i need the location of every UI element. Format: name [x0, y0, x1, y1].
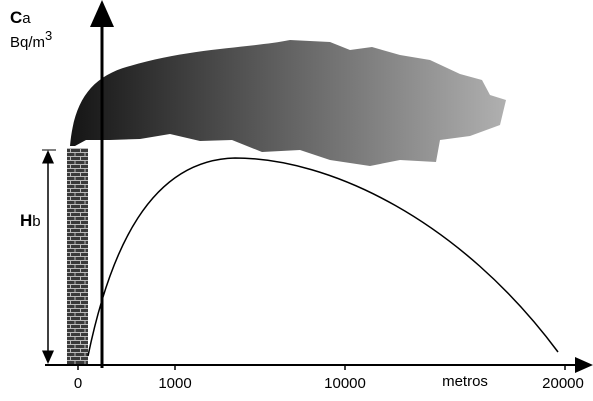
y-axis-label: Ca [10, 8, 31, 27]
plume [70, 40, 506, 166]
height-label: Hb [20, 211, 41, 230]
subscript: b [32, 213, 40, 230]
x-tick-label: 10000 [324, 375, 366, 392]
unit: Bq/m [10, 34, 45, 51]
x-tick-label: 0 [74, 375, 82, 392]
x-tick-label: 20000 [542, 375, 584, 392]
unit-exponent: 3 [45, 28, 52, 43]
x-axis-unit: metros [442, 373, 488, 390]
chimney [67, 148, 88, 365]
symbol: C [10, 8, 22, 27]
x-tick-label: 1000 [158, 375, 191, 392]
concentration-curve [87, 157, 559, 357]
symbol: H [20, 211, 32, 230]
subscript: a [22, 10, 31, 27]
y-axis-unit: Bq/m3 [10, 28, 52, 51]
x-ticks [77, 365, 566, 370]
